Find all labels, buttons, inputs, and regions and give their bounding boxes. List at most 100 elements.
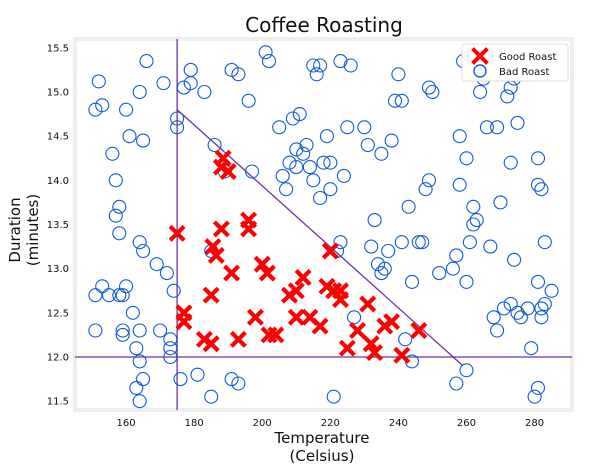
bad-roast-point [279,182,294,197]
bad-roast-point [163,332,178,347]
bad-roast-point [306,173,321,188]
bad-roast-point [333,235,348,250]
y-tick-label: 12.0 [47,353,69,364]
bad-roast-point [289,142,304,157]
bad-roast-point [544,283,559,298]
good-roast-point [349,322,367,339]
bad-roast-point [367,213,382,228]
good-roast-point [214,149,232,167]
y-axis-label-line2: (minutes) [24,194,42,266]
bad-roast-point [207,137,222,153]
bad-roast-point [357,120,372,135]
good-roast-point [202,335,220,353]
x-axis-label-line1: Temperature [273,429,369,447]
bad-roast-point [112,199,127,214]
good-roast-point [258,264,276,282]
bad-roast-point [173,372,188,387]
bad-roast-point [204,389,219,404]
bad-roast-point [381,243,396,259]
bad-roast-point [129,380,144,395]
bad-roast-point [153,323,168,338]
bad-roast-point [176,80,191,95]
bad-roast-point [159,266,174,281]
bad-roast-point [132,354,147,369]
bad-roast-point [418,182,433,197]
bad-roast-point [261,54,277,69]
bad-roast-point [401,199,416,214]
bad-roast-point [156,76,171,91]
good-roast-point [253,255,271,273]
axes-frame [73,37,574,412]
bad-roast-point [333,54,348,69]
bad-roast-point [302,160,317,175]
bad-roast-point [224,62,239,77]
bad-roast-point [326,389,341,404]
bad-roast-point [374,266,389,281]
bad-roast-point [493,195,508,210]
bad-roast-point [445,261,460,276]
bad-roast-point [503,155,518,170]
bad-roast-point [231,67,246,82]
bad-roast-point [466,217,481,232]
bad-roast-point [425,84,440,100]
bad-roast-point [530,151,546,166]
bad-roast-point [469,213,484,228]
good-roast-point [212,220,230,238]
x-tick-label: 180 [185,418,204,429]
bad-roast-point [398,332,413,347]
bad-roast-point [299,137,314,153]
legend-good-marker [471,47,489,65]
y-tick-label: 13.5 [47,220,69,231]
bad-roast-point [132,323,147,338]
bad-roast-point [537,235,552,250]
bad-roast-point [129,341,144,356]
bad-roast-point [316,155,331,170]
bad-roast-point [112,288,127,303]
bad-roast-point [108,173,123,188]
good-roast-point [311,317,329,335]
bad-roast-point [360,137,375,153]
bad-roast-point [500,89,515,104]
good-roast-point [168,224,186,242]
bad-roast-point [132,394,147,409]
bad-roast-point [507,252,522,267]
bad-roast-point [119,102,134,117]
bad-roast-point [136,372,151,387]
bad-roast-point [394,235,409,250]
bad-roast-point [530,177,546,192]
bad-roast-point [496,301,511,316]
bad-roast-point [190,367,205,382]
bad-roast-point [534,182,549,197]
y-tick-label: 14.5 [47,132,69,143]
y-tick-label: 12.5 [47,308,69,319]
bad-roast-point [449,248,464,263]
bad-roast-point [534,310,549,325]
good-roast-point [267,326,285,344]
bad-roast-point [115,327,130,342]
bad-roast-point [115,288,130,303]
bad-roast-point [421,80,437,95]
bad-roast-point [244,164,260,179]
bad-roast-point [459,363,474,378]
bad-roast-point [125,305,140,320]
bad-roast-point [364,239,379,254]
bad-roast-point [503,296,518,312]
bad-roast-point [258,45,273,60]
bad-roast-point [394,93,409,108]
bad-roast-point [370,257,386,272]
y-tick-label: 13.0 [47,264,69,275]
bad-roast-point [404,274,420,289]
bad-roast-point [136,133,151,148]
bad-roast-point [170,111,185,126]
bad-roast-point [122,129,137,144]
bad-roast-point [411,235,426,250]
bad-roast-point [479,120,494,135]
good-roast-point [229,330,247,348]
bad-roast-point [520,301,535,316]
bad-roast-point [132,235,147,250]
bad-roast-point [163,349,178,365]
bad-roast-point [95,279,110,294]
bad-roast-point [486,310,501,325]
good-roast-point [175,313,193,331]
bad-roast-point [537,296,552,312]
